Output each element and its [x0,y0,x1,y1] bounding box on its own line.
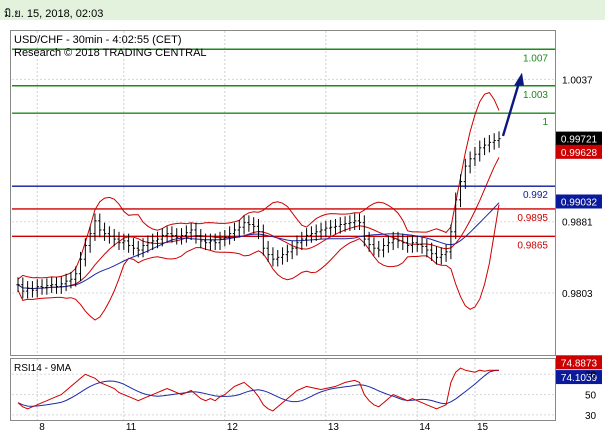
forecast-arrow-head [514,72,524,86]
price-tag-label: 0.99628 [561,148,598,159]
main-plot-frame [10,30,556,356]
x-tick-label: 15 [477,422,489,433]
price-tags: 0.99721 0.99628 0.99032 74.8873 74.1059 [556,131,602,385]
level-label: 0.992 [523,190,548,201]
price-bars [16,131,501,299]
x-tick-label: 13 [328,422,340,433]
rsi-tag-box [556,355,602,370]
lower-band-line [17,204,500,321]
level-label: 1 [542,117,548,128]
timestamp-bar: มิ.ย. 15, 2018, 02:03 [0,0,605,20]
price-tag-box [556,144,602,159]
y-tick-label: 0.9881 [562,218,593,229]
price-tag-label: 0.99032 [561,197,598,208]
rsi-tag-box [556,370,602,385]
level-label: 1.003 [523,90,548,101]
upper-band-line [17,92,500,280]
axis-ticks: 8 11 12 13 14 15 1.0037 0.9881 0.9803 70 50 30 [39,75,596,433]
rsi-plot-frame [10,358,556,421]
x-tick-label: 8 [39,422,45,433]
forecast-arrow-shaft [501,82,521,137]
rsi-ma-line [17,369,500,407]
rsi-tag-label: 74.8873 [561,358,598,369]
rsi-y-tick-label: 50 [585,391,597,402]
level-label: 0.9895 [517,213,548,224]
y-tick-label: 0.9803 [562,289,593,300]
price-tag-box [556,131,602,146]
y-tick-label: 1.0037 [562,75,593,86]
price-tag-box [556,194,602,209]
timestamp-label: มิ.ย. 15, 2018, 02:03 [4,8,104,20]
rsi-y-tick-label: 30 [585,411,597,422]
chart-subtitle: Research © 2018 TRADING CENTRAL [14,47,207,59]
rsi-lines [17,367,500,412]
rsi-y-tick-label: 70 [585,370,597,381]
level-label: 0.9865 [517,240,548,251]
level-label: 1.007 [523,53,548,64]
x-tick-label: 12 [227,422,239,433]
x-tick-label: 11 [126,422,137,433]
rsi-tag-label: 74.1059 [561,373,598,384]
rsi-title: RSI14 - 9MA [14,363,72,374]
grid [12,31,555,420]
price-tag-label: 0.99721 [561,135,598,146]
rsi-line [17,367,499,412]
levels: 1.007 1.003 1 0.992 0.9895 0.9865 [12,48,555,251]
forecast-arrow [501,72,524,137]
chart-title: USD/CHF - 30min - 4:02:55 (CET) [14,34,181,46]
x-tick-label: 14 [419,422,431,433]
